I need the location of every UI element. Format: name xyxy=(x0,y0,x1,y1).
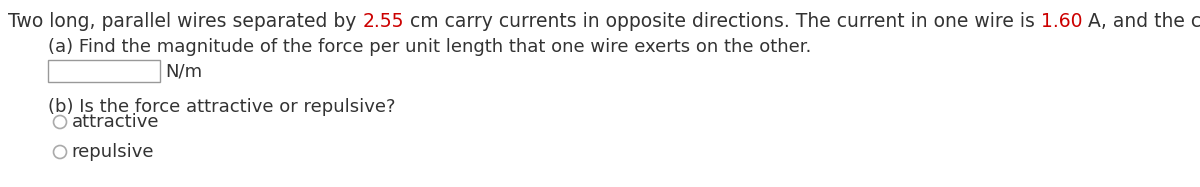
Text: (b) Is the force attractive or repulsive?: (b) Is the force attractive or repulsive… xyxy=(48,98,396,116)
Text: cm carry currents in opposite directions. The current in one wire is: cm carry currents in opposite directions… xyxy=(404,12,1040,31)
Text: N/m: N/m xyxy=(166,62,202,80)
Bar xyxy=(48,60,160,82)
Text: repulsive: repulsive xyxy=(72,143,154,161)
Text: (a) Find the magnitude of the force per unit length that one wire exerts on the : (a) Find the magnitude of the force per … xyxy=(48,38,811,56)
Text: 2.55: 2.55 xyxy=(362,12,404,31)
Text: A, and the current in the other is: A, and the current in the other is xyxy=(1082,12,1200,31)
Text: attractive: attractive xyxy=(72,113,158,131)
Text: Two long, parallel wires separated by: Two long, parallel wires separated by xyxy=(8,12,362,31)
Text: 1.60: 1.60 xyxy=(1040,12,1082,31)
